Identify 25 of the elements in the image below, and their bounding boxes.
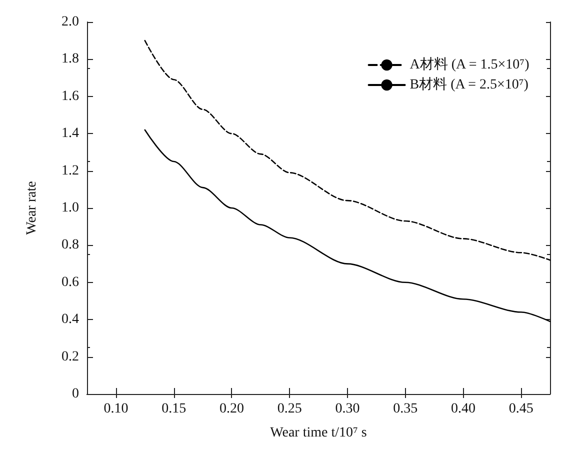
x-tick-label: 0.35 <box>393 402 418 416</box>
x-tick-label: 0.10 <box>104 402 128 416</box>
y-tick-label: 2.0 <box>62 14 79 30</box>
line-series <box>144 129 551 322</box>
y-tick-label: 0.2 <box>62 349 79 364</box>
y-tick-label: 0.6 <box>62 274 79 290</box>
legend-label: B材料 (A = 2.5×10⁷) <box>410 76 529 92</box>
x-tick-label: 0.25 <box>277 402 302 416</box>
y-tick-label: 1.8 <box>62 52 79 67</box>
y-tick-label: 1.4 <box>62 126 79 142</box>
line-series <box>144 40 551 261</box>
x-tick-label: 0.45 <box>508 402 534 416</box>
x-tick-label: 0.40 <box>450 402 476 416</box>
y-tick-label: 0.4 <box>62 312 79 328</box>
y-tick-label: 1.6 <box>62 88 79 104</box>
y-tick-label: 1.2 <box>62 163 79 178</box>
x-axis-title: Wear time t/10⁷ s <box>270 426 367 440</box>
x-tick-label: 0.20 <box>219 402 244 416</box>
y-axis-title: Wear rate <box>24 181 40 235</box>
y-tick-label: 0 <box>72 386 79 402</box>
y-tick-label: 1.0 <box>62 200 79 216</box>
x-tick-label: 0.30 <box>335 402 360 416</box>
y-tick-label: 0.8 <box>62 238 79 253</box>
legend-label: A材料 (A = 1.5×10⁷) <box>410 56 530 72</box>
x-tick-label: 0.15 <box>162 402 186 416</box>
